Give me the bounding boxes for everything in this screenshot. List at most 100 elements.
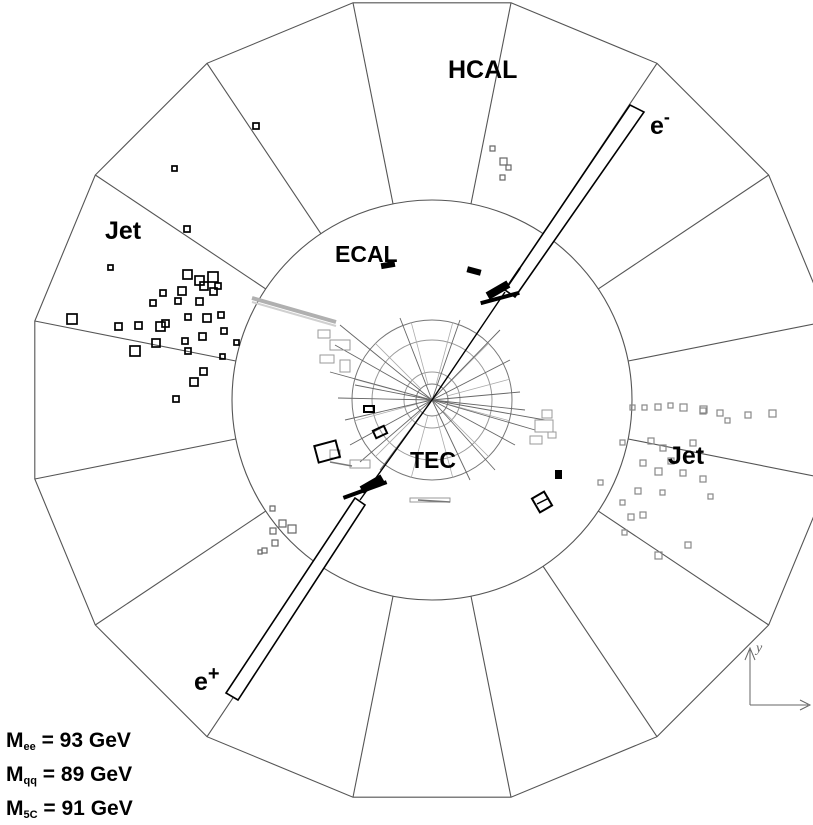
ecal-hollow-hits: [313, 405, 554, 514]
hcal-hit-box: [184, 313, 192, 321]
hcal-hit-box: [659, 489, 666, 496]
tec-tracks: [329, 317, 546, 481]
hcal-segment-line: [352, 596, 394, 798]
electron-track: [431, 103, 646, 401]
hcal-hit-box: [659, 444, 667, 452]
tec-spoke: [443, 411, 489, 457]
hcal-hit-box: [257, 549, 263, 555]
hcal-hit-box: [161, 319, 170, 328]
hcal-segment-line: [628, 323, 813, 362]
tec-track-line: [431, 399, 471, 481]
hcal-hit-box: [269, 527, 277, 535]
hcal-hits-scattered: [257, 145, 512, 555]
hcal-hit-box: [647, 437, 655, 445]
hcal-segment-line: [470, 2, 512, 204]
hcal-hit-box: [489, 145, 496, 152]
hcal-hit-box: [499, 174, 506, 181]
ecal-gray-strips: [329, 461, 451, 503]
hcal-hit-box: [189, 377, 199, 387]
hcal-hit-box: [107, 264, 114, 271]
mass-ee: Mee = 93 GeV: [6, 729, 131, 753]
mass-qq: Mqq = 89 GeV: [6, 763, 133, 787]
tec-track-line: [431, 399, 516, 446]
hcal-hit-box: [654, 403, 662, 411]
hcal-segment-line: [597, 510, 770, 626]
tec-spoke: [375, 343, 421, 389]
hcal-hit-box: [724, 417, 731, 424]
hcal-hit-box: [199, 367, 208, 376]
left-gray-trace: [251, 296, 337, 327]
hcal-hit-box: [233, 339, 240, 346]
ecal-ring-outer: [231, 199, 633, 601]
tec-track-line: [334, 344, 433, 401]
hcal-hit-box: [194, 275, 205, 286]
axis-icon: [744, 646, 812, 711]
positron-track: [224, 399, 433, 702]
tec-spoke: [354, 403, 417, 422]
tec-track-line: [339, 324, 433, 401]
hcal-hit-box: [183, 225, 191, 233]
hcal-segment-line: [352, 2, 394, 204]
hcal-segment-line: [34, 438, 236, 480]
jet-label-right: Jet: [668, 442, 705, 470]
hcal-segment-line: [597, 174, 770, 290]
tec-track-line: [337, 397, 433, 401]
hcal-hit-box: [177, 286, 187, 296]
hcal-hit-box: [149, 299, 157, 307]
tec-track-line: [431, 319, 461, 401]
axis-y-label: y: [754, 641, 763, 656]
hcal-hit-box: [195, 297, 204, 306]
hcal-hit-box: [271, 539, 279, 547]
hcal-hit-box: [639, 511, 647, 519]
hcal-hit-box: [151, 338, 161, 348]
hcal-hit-box: [654, 467, 663, 476]
electron-label: e-: [650, 107, 670, 140]
hcal-hit-box: [768, 409, 777, 418]
hcal-hit-box: [621, 529, 628, 536]
hcal-hit-box: [699, 475, 707, 483]
hcal-hit-box: [667, 402, 674, 409]
hcal-hit-box: [209, 287, 218, 296]
hcal-hit-box: [699, 407, 707, 415]
hcal-hit-box: [184, 347, 192, 355]
mass-5c: M5C = 91 GeV: [6, 797, 133, 821]
tec-track-line: [431, 399, 536, 431]
hcal-hit-box: [217, 311, 225, 319]
hcal-hits-left-jet: [66, 122, 260, 403]
tec-spoke: [447, 403, 510, 422]
hcal-hit-box: [171, 165, 178, 172]
hcal-hit-box: [707, 493, 714, 500]
hcal-hit-box: [261, 547, 268, 554]
hcal-hit-box: [641, 404, 648, 411]
hcal-hit-box: [684, 541, 692, 549]
tec-spoke: [435, 415, 454, 478]
hcal-hit-box: [214, 282, 222, 290]
hcal-hit-box: [66, 313, 78, 325]
tec-spoke: [375, 411, 421, 457]
hcal-hit-box: [619, 499, 626, 506]
tec-spoke: [410, 322, 429, 385]
tec-track-line: [399, 317, 433, 401]
hcal-segment-line: [94, 174, 267, 290]
tec-label: TEC: [410, 447, 456, 473]
hcal-segment-line: [470, 596, 512, 798]
hcal-segment-line: [34, 320, 236, 362]
hcal-hit-box: [716, 409, 724, 417]
hcal-hit-box: [202, 313, 212, 323]
hcal-hit-box: [269, 505, 276, 512]
hcal-hit-box: [689, 439, 697, 447]
hcal-hit-box: [505, 164, 512, 171]
hcal-hit-box: [744, 411, 752, 419]
hcal-hit-box: [134, 321, 143, 330]
hcal-segment-line: [94, 510, 267, 626]
tec-track-line: [359, 399, 433, 463]
tec-track-line: [431, 391, 521, 401]
hcal-hit-box: [627, 513, 635, 521]
tec-spoke: [410, 415, 429, 478]
hcal-segment-line: [542, 565, 658, 738]
tec-track-line: [344, 399, 433, 421]
hcal-hit-box: [654, 551, 663, 560]
hcal-hit-box: [639, 459, 647, 467]
tec-track-line: [349, 399, 433, 446]
